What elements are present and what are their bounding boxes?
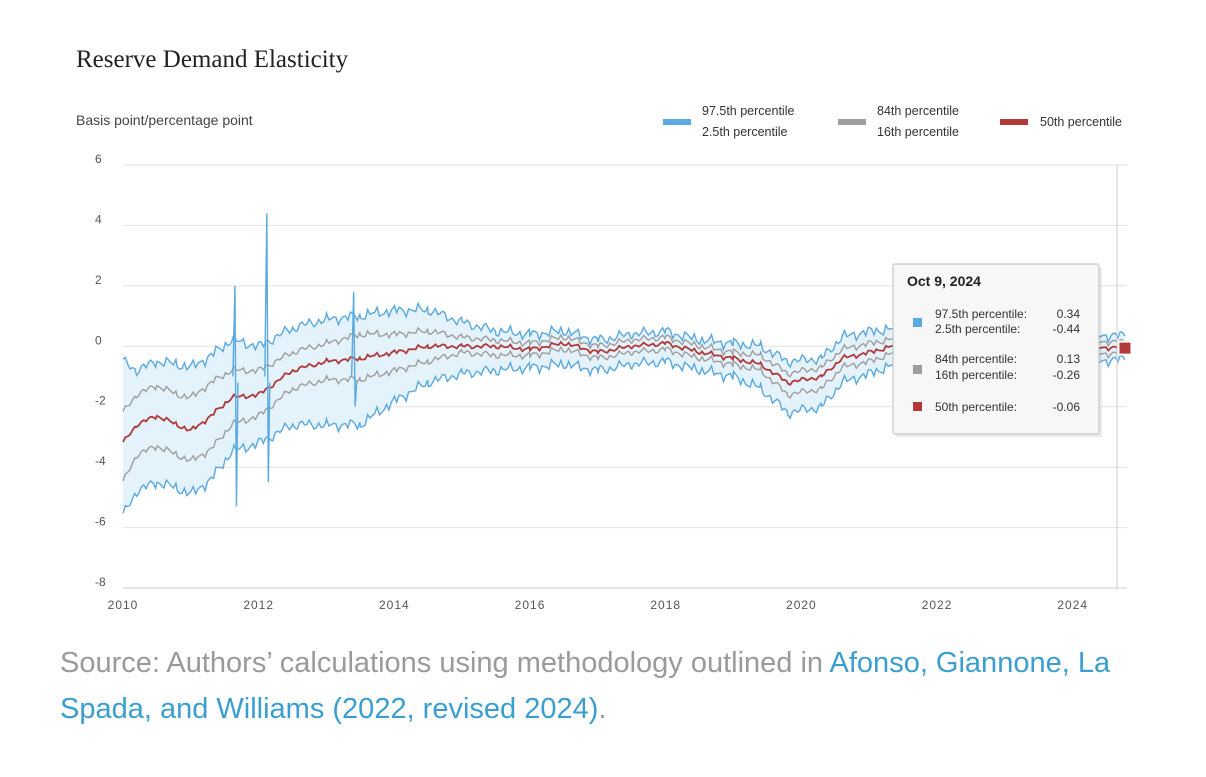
tooltip-value-97-5: 0.34 [1057, 307, 1081, 321]
tooltip-label-16: 16th percentile: [935, 368, 1017, 382]
y-tick-label: -4 [95, 454, 106, 468]
y-tick-label: -6 [95, 515, 106, 529]
tooltip-label-2-5: 2.5th percentile: [935, 322, 1020, 336]
legend-label-50: 50th percentile [1040, 115, 1122, 129]
tooltip-label-50: 50th percentile: [935, 400, 1017, 414]
y-tick-label: 6 [95, 152, 102, 166]
y-tick-label: -2 [95, 394, 106, 408]
y-tick-label: 4 [95, 212, 102, 226]
tooltip-value-2-5: -0.44 [1053, 322, 1081, 336]
y-tick-label: 2 [95, 273, 102, 287]
x-tick-label: 2016 [515, 598, 546, 612]
source-link[interactable]: Afonso, Giannone, La Spada, and Williams… [60, 647, 1111, 725]
legend-item-median[interactable]: 50th percentile [1000, 115, 1122, 129]
tooltip-swatch-median [913, 402, 922, 411]
legend: 97.5th percentile 2.5th percentile 84th … [663, 104, 1122, 139]
hover-point-marker[interactable] [1117, 340, 1133, 356]
tooltip-label-97-5: 97.5th percentile: [935, 307, 1027, 321]
legend-label-97-5: 97.5th percentile [702, 104, 794, 118]
x-tick-label: 2014 [379, 598, 410, 612]
legend-swatch-inner [838, 119, 866, 125]
legend-swatch-median [1000, 119, 1028, 125]
x-tick-label: 2022 [922, 598, 953, 612]
y-axis-ticks: 6 4 2 0 -2 -4 -6 -8 [95, 152, 106, 589]
x-tick-label: 2018 [650, 598, 681, 612]
chart-title: Reserve Demand Elasticity [76, 46, 349, 73]
y-axis-label: Basis point/percentage point [76, 112, 253, 128]
tooltip-swatch-outer [913, 318, 922, 327]
spike-line [264, 213, 271, 483]
tooltip-label-84: 84th percentile: [935, 352, 1017, 366]
legend-item-outer-band[interactable]: 97.5th percentile 2.5th percentile [663, 104, 794, 139]
x-axis-ticks: 2010 2012 2014 2016 2018 2020 2022 2024 [108, 598, 1088, 612]
y-tick-label: 0 [95, 333, 102, 347]
x-tick-label: 2010 [108, 598, 139, 612]
spike-line [350, 291, 358, 407]
source-prefix: Source: Authors’ calculations using meth… [60, 647, 830, 679]
tooltip-box [892, 263, 1100, 435]
x-tick-label: 2024 [1057, 598, 1088, 612]
legend-label-16: 16th percentile [877, 125, 959, 139]
x-tick-label: 2012 [243, 598, 274, 612]
tooltip-value-84: 0.13 [1057, 352, 1081, 366]
legend-label-84: 84th percentile [877, 104, 959, 118]
legend-label-2-5: 2.5th percentile [702, 125, 788, 139]
tooltip-date: Oct 9, 2024 [907, 273, 981, 289]
chart: Reserve Demand Elasticity Basis point/pe… [76, 46, 1133, 612]
spike-line [232, 285, 239, 507]
x-tick-label: 2020 [786, 598, 817, 612]
legend-swatch-outer [663, 119, 691, 125]
tooltip: Oct 9, 2024 97.5th percentile: 0.34 2.5t… [892, 263, 1102, 437]
legend-item-inner-band[interactable]: 84th percentile 16th percentile [838, 104, 959, 139]
tooltip-value-50: -0.06 [1053, 400, 1081, 414]
source-suffix: . [598, 693, 607, 725]
volatility-spikes [232, 213, 358, 507]
source-note: Source: Authors’ calculations using meth… [60, 640, 1180, 732]
tooltip-swatch-inner [913, 365, 922, 374]
tooltip-value-16: -0.26 [1053, 368, 1081, 382]
y-tick-label: -8 [95, 575, 106, 589]
